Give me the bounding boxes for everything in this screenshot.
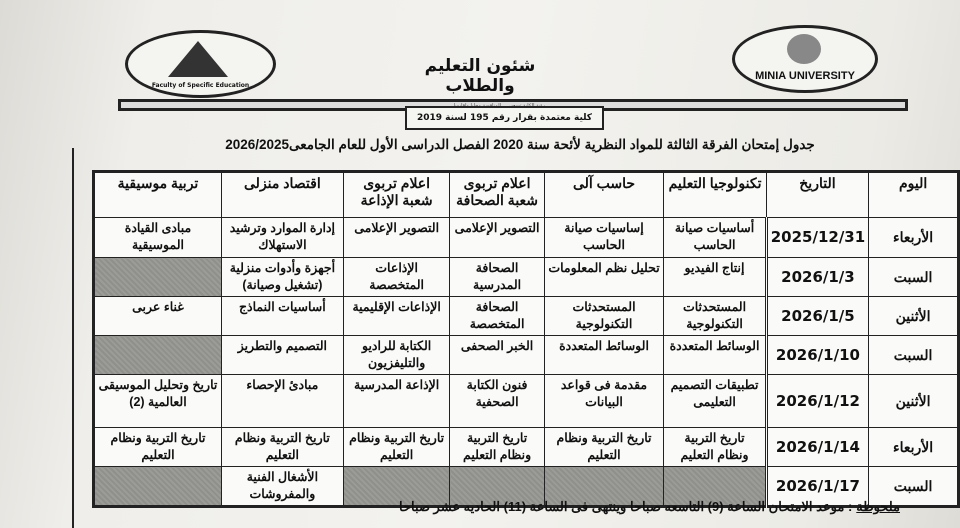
subject-cell: الوسائط المتعددة (663, 335, 767, 375)
empty-shaded-cell (663, 466, 767, 507)
subject-cell: تاريخ التربية ونظام التعليم (449, 427, 545, 467)
column-header: اعلام تربوى شعبة الصحافة (449, 171, 545, 218)
subject-cell: تحليل نظم المعلومات (543, 257, 665, 297)
subject-cell: فنون الكتابة الصحفية (449, 374, 545, 428)
frame-line (72, 148, 74, 528)
subject-cell: مبادى القيادة الموسيقية (93, 217, 222, 258)
subject-cell: أساسيات النماذج (221, 296, 344, 336)
subject-cell: تطبيقات التصميم التعليمى (663, 374, 767, 428)
department-heading: شئون التعليم والطلاب (424, 56, 536, 96)
subject-cell: أساسيات صيانة الحاسب (663, 217, 767, 258)
date-cell: 2026/1/10 (764, 335, 870, 375)
column-header: اقتصاد منزلى (221, 171, 344, 218)
day-cell: الأربعاء (868, 427, 959, 467)
table-row: السبت 2026/1/10 الوسائط المتعددة الوسائط ال… (93, 335, 959, 375)
day-cell: الأثنين (868, 296, 959, 336)
university-logo-caption: MINIA UNIVERSITY (755, 70, 855, 82)
subject-cell: الإذاعات المتخصصة (342, 257, 451, 297)
subject-cell: إنتاج الفيديو (663, 257, 767, 297)
empty-shaded-cell (342, 466, 451, 507)
subject-cell: الكتابة للراديو والتليفزيون (342, 335, 451, 375)
subject-cell: تاريخ التربية ونظام التعليم (663, 427, 767, 467)
subject-cell: مقدمة فى قواعد البيانات (543, 374, 665, 428)
column-header: التاريخ (765, 171, 870, 218)
day-cell: السبت (868, 257, 959, 297)
date-cell: 2026/1/12 (764, 374, 870, 428)
table-row: السبت 2026/1/17 الأشغال الفنية والمفروشات (93, 466, 959, 507)
nefertiti-emblem-icon (787, 34, 821, 64)
column-header: تكنولوجيا التعليم (663, 171, 767, 218)
pyramid-logo-icon (168, 41, 228, 77)
column-header: اليوم (868, 171, 959, 218)
subject-cell: الأشغال الفنية والمفروشات (221, 466, 344, 507)
date-cell: 2026/1/3 (764, 257, 870, 297)
day-cell: الأربعاء (868, 217, 959, 258)
subject-cell: تاريخ التربية ونظام التعليم (221, 427, 344, 467)
column-header: اعلام تربوى شعبة الإذاعة (342, 171, 451, 218)
table-row: الأربعاء 2025/12/31 أساسيات صيانة الحاسب إس… (93, 217, 959, 258)
empty-shaded-cell (93, 335, 222, 375)
subject-cell: الإذاعات الإقليمية (342, 296, 451, 336)
day-cell: الأثنين (868, 374, 959, 428)
faculty-logo-caption: Faculty of Specific Education (151, 82, 250, 89)
table-row: الأثنين 2026/1/12 تطبيقات التصميم التعليمى… (93, 374, 959, 428)
date-cell: 2026/1/14 (764, 427, 870, 467)
table-row: السبت 2026/1/3 إنتاج الفيديو تحليل نظم المع… (93, 257, 959, 297)
subject-cell: الوسائط المتعددة (543, 335, 665, 375)
note: ملحوظة: موعد الامتحان الساعة (9) التاسعه… (340, 499, 900, 515)
page-title: جدول إمتحان الفرقة الثالثة للمواد النظري… (225, 137, 815, 152)
subject-cell: التصوير الإعلامى (449, 217, 545, 258)
subject-cell: الصحافة المدرسية (449, 257, 545, 297)
subject-cell: التصميم والتطريز (221, 335, 344, 375)
subject-cell: تاريخ التربية ونظام التعليم (543, 427, 665, 467)
exam-schedule-table: اليوم التاريخ تكنولوجيا التعليم حاسب آلى اعل… (92, 170, 960, 508)
empty-shaded-cell (543, 466, 665, 507)
subject-cell: تاريخ وتحليل الموسيقى العالمية (2) (93, 374, 222, 428)
day-cell: السبت (868, 466, 959, 507)
faculty-logo: Faculty of Specific Education (125, 30, 276, 98)
date-cell: 2026/1/17 (764, 466, 870, 507)
empty-shaded-cell (93, 466, 222, 507)
subject-cell: إساسيات صيانة الحاسب (543, 217, 665, 258)
date-cell: 2026/1/5 (764, 296, 870, 336)
subject-cell: تاريخ التربية ونظام التعليم (342, 427, 451, 467)
empty-shaded-cell (93, 257, 222, 297)
date-cell: 2025/12/31 (764, 217, 870, 258)
table-row: الأثنين 2026/1/5 المستحدثات التكنولوجية الم… (93, 296, 959, 336)
subject-cell: التصوير الإعلامى (342, 217, 451, 258)
subject-cell: الخبر الصحفى (449, 335, 545, 375)
subject-cell: تاريخ التربية ونظام التعليم (93, 427, 222, 467)
day-cell: السبت (868, 335, 959, 375)
header-row: اليوم التاريخ تكنولوجيا التعليم حاسب آلى اعل… (93, 171, 959, 218)
subject-cell: المستحدثات التكنولوجية (663, 296, 767, 336)
subject-cell: أجهزة وأدوات منزلية (تشغيل وصيانة) (221, 257, 344, 297)
subject-cell: إدارة الموارد وترشيد الاستهلاك (221, 217, 344, 258)
subject-cell: الصحافة المتخصصة (449, 296, 545, 336)
subject-cell: المستحدثات التكنولوجية (543, 296, 665, 336)
accreditation-box: كلية معتمدة بقرار رقم 195 لسنة 2019 (405, 106, 604, 130)
subject-cell: غناء عربى (93, 296, 222, 336)
column-header: تربية موسيقية (93, 171, 222, 218)
note-label: ملحوظة (856, 499, 900, 514)
empty-shaded-cell (449, 466, 545, 507)
subject-cell: الإذاعة المدرسية (342, 374, 451, 428)
note-text: : موعد الامتحان الساعة (9) التاسعه صباحا… (399, 499, 853, 514)
subject-cell: مبادئ الإحصاء (221, 374, 344, 428)
column-header: حاسب آلى (543, 171, 665, 218)
university-logo: MINIA UNIVERSITY (732, 25, 878, 93)
table-row: الأربعاء 2026/1/14 تاريخ التربية ونظام الت… (93, 427, 959, 467)
